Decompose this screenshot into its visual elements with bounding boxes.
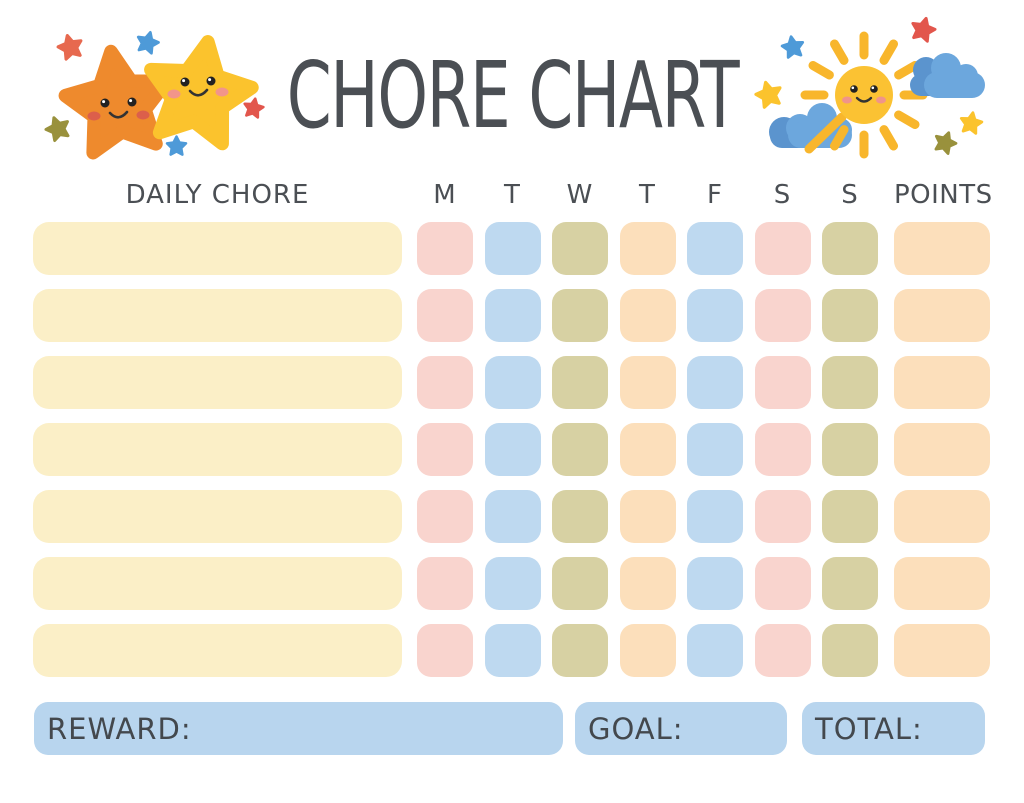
day-cell-row4-col5[interactable]: [687, 423, 743, 476]
day-header-7-s: S: [841, 180, 859, 210]
page-title: CHORE CHART: [286, 42, 739, 149]
points-cell-row4[interactable]: [894, 423, 990, 476]
points-cell-row6[interactable]: [894, 557, 990, 610]
day-header-3-w: W: [566, 180, 594, 210]
day-cell-row6-col1[interactable]: [417, 557, 473, 610]
day-cell-row4-col3[interactable]: [552, 423, 608, 476]
day-cell-row1-col4[interactable]: [619, 222, 676, 275]
chore-row-1: [33, 222, 990, 275]
day-cell-row5-col5[interactable]: [687, 490, 743, 543]
day-header-4-t: T: [639, 180, 656, 210]
day-cell-row2-col5[interactable]: [687, 289, 743, 342]
day-cell-row6-col7[interactable]: [822, 557, 878, 610]
daily-chore-header: DAILY CHORE: [125, 180, 310, 210]
day-cell-row1-col3[interactable]: [552, 222, 608, 275]
day-cell-row3-col7[interactable]: [822, 356, 878, 409]
day-cell-row3-col5[interactable]: [687, 356, 743, 409]
points-cell-row1[interactable]: [894, 222, 990, 275]
sun-clouds-decoration-icon: [752, 13, 985, 159]
chore-row-5: [33, 490, 990, 543]
day-cell-row2-col7[interactable]: [822, 289, 878, 342]
day-cell-row5-col4[interactable]: [619, 490, 676, 543]
day-cell-row4-col6[interactable]: [754, 423, 811, 476]
day-cell-row2-col1[interactable]: [417, 289, 473, 342]
day-cell-row2-col4[interactable]: [619, 289, 676, 342]
stars-decoration-icon: [41, 12, 266, 168]
chore-row-2: [33, 289, 990, 342]
chore-name-cell-row2[interactable]: [33, 289, 402, 342]
points-cell-row2[interactable]: [894, 289, 990, 342]
chore-name-cell-row5[interactable]: [33, 490, 402, 543]
day-cell-row5-col2[interactable]: [484, 490, 541, 543]
day-cell-row6-col6[interactable]: [754, 557, 811, 610]
day-cell-row1-col1[interactable]: [417, 222, 473, 275]
page-title-wrap: CHORE CHART: [0, 50, 1024, 142]
goal-label: GOAL:: [588, 711, 684, 746]
day-cell-row1-col2[interactable]: [484, 222, 541, 275]
day-cell-row5-col6[interactable]: [754, 490, 811, 543]
goal-box[interactable]: GOAL:: [575, 702, 787, 755]
day-cell-row5-col3[interactable]: [552, 490, 608, 543]
points-cell-row3[interactable]: [894, 356, 990, 409]
day-cell-row3-col6[interactable]: [754, 356, 811, 409]
total-label: TOTAL:: [815, 711, 923, 746]
day-cell-row7-col6[interactable]: [754, 624, 811, 677]
chore-row-4: [33, 423, 990, 476]
day-cell-row6-col3[interactable]: [552, 557, 608, 610]
day-cell-row6-col2[interactable]: [484, 557, 541, 610]
chore-row-6: [33, 557, 990, 610]
day-cell-row3-col4[interactable]: [619, 356, 676, 409]
day-cell-row7-col5[interactable]: [687, 624, 743, 677]
day-cell-row3-col2[interactable]: [484, 356, 541, 409]
day-cell-row2-col6[interactable]: [754, 289, 811, 342]
day-cell-row6-col4[interactable]: [619, 557, 676, 610]
cloud-right-icon: [910, 53, 985, 98]
total-box[interactable]: TOTAL:: [802, 702, 985, 755]
day-cell-row2-col3[interactable]: [552, 289, 608, 342]
day-cell-row5-col1[interactable]: [417, 490, 473, 543]
day-cell-row5-col7[interactable]: [822, 490, 878, 543]
grid-header: DAILY CHORE M T W T F S S POINTS: [33, 180, 993, 210]
chore-name-cell-row6[interactable]: [33, 557, 402, 610]
day-cell-row7-col1[interactable]: [417, 624, 473, 677]
chore-row-3: [33, 356, 990, 409]
day-cell-row4-col2[interactable]: [484, 423, 541, 476]
day-header-6-s: S: [773, 180, 792, 210]
points-cell-row7[interactable]: [894, 624, 990, 677]
reward-box[interactable]: REWARD:: [34, 702, 563, 755]
day-cell-row7-col2[interactable]: [484, 624, 541, 677]
day-cell-row1-col7[interactable]: [822, 222, 878, 275]
day-cell-row3-col1[interactable]: [417, 356, 473, 409]
chore-name-cell-row4[interactable]: [33, 423, 402, 476]
chore-row-7: [33, 624, 990, 677]
day-cell-row2-col2[interactable]: [484, 289, 541, 342]
day-header-1-m: M: [433, 180, 457, 210]
day-cell-row4-col4[interactable]: [619, 423, 676, 476]
chore-grid: [33, 222, 990, 691]
points-header: POINTS: [894, 180, 993, 210]
day-cell-row6-col5[interactable]: [687, 557, 743, 610]
chore-name-cell-row3[interactable]: [33, 356, 402, 409]
day-cell-row7-col3[interactable]: [552, 624, 608, 677]
day-cell-row4-col7[interactable]: [822, 423, 878, 476]
day-header-2-t: T: [504, 180, 521, 210]
day-cell-row3-col3[interactable]: [552, 356, 608, 409]
day-cell-row1-col6[interactable]: [754, 222, 811, 275]
day-cell-row4-col1[interactable]: [417, 423, 473, 476]
sun-rays-icon: [800, 31, 928, 159]
day-header-5-f: F: [707, 180, 723, 210]
day-cell-row1-col5[interactable]: [687, 222, 743, 275]
points-cell-row5[interactable]: [894, 490, 990, 543]
reward-label: REWARD:: [47, 711, 192, 746]
chore-name-cell-row7[interactable]: [33, 624, 402, 677]
chore-name-cell-row1[interactable]: [33, 222, 402, 275]
day-cell-row7-col4[interactable]: [619, 624, 676, 677]
day-cell-row7-col7[interactable]: [822, 624, 878, 677]
sun-icon: [835, 66, 893, 124]
